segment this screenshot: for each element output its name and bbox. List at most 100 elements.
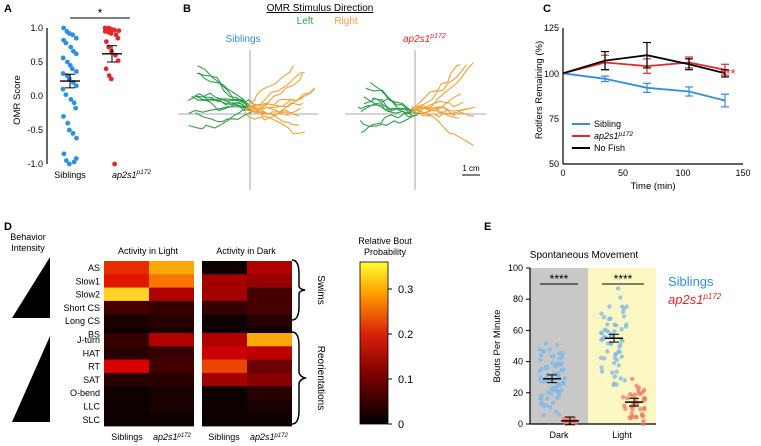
- panel-e-point: [605, 349, 610, 354]
- panel-d-cell-light: [104, 359, 149, 374]
- panel-d-cell-light: [149, 412, 194, 427]
- panel-c-legend-mutant: ap2s1p172: [594, 131, 633, 141]
- panel-d-row-labels: AS Slow1 Slow2 Short CS Long CS BSJ-turn HAT RT…: [63, 263, 100, 425]
- panel-d-cell-light: [104, 274, 149, 288]
- panel-d-col-title-dark: Activity in Dark: [216, 246, 276, 256]
- panel-e-point: [551, 353, 556, 359]
- panel-d-cell-light: [104, 386, 149, 400]
- panel-e-point: [621, 306, 627, 312]
- panel-a-ytick: -1.0: [27, 159, 43, 169]
- panel-b-trajectory: [369, 82, 419, 111]
- panel-d-group-reorientations: Reorientations: [315, 346, 326, 410]
- panel-d-cell-light: [149, 386, 194, 400]
- panel-e-point: [642, 405, 647, 411]
- panel-e-point: [542, 379, 547, 384]
- panel-d-cell-dark: [247, 412, 292, 427]
- panel-e-legend-mutant-sup: p172: [702, 292, 721, 301]
- panel-d-group-swims: Swims: [315, 275, 326, 304]
- panel-c-legend-sibling: Sibling: [594, 119, 621, 129]
- panel-a-point: [74, 135, 79, 141]
- panel-e-point: [543, 341, 549, 346]
- panel-d-row-label: BS: [88, 330, 100, 340]
- panel-e-point: [608, 341, 614, 347]
- panel-e-point: [636, 387, 641, 393]
- panel-d-col-mutant-dark: ap2s1p172: [250, 432, 289, 442]
- panel-e-point: [598, 355, 604, 360]
- panel-e-point: [641, 387, 647, 393]
- panel-e-point: [625, 395, 630, 401]
- panel-e-point: [611, 360, 617, 366]
- panel-a-point: [66, 76, 72, 82]
- panel-a-point: [73, 105, 79, 111]
- panel-e-point: [548, 405, 553, 410]
- panel-b-group-mutant: ap2s1p172: [403, 33, 446, 45]
- panel-c-legend-nofish: No Fish: [594, 143, 625, 153]
- panel-e-point: [561, 367, 566, 372]
- panel-e-point: [555, 395, 560, 401]
- panel-b-trajectory: [195, 110, 254, 123]
- panel-d-row-label: LLC: [83, 402, 100, 412]
- panel-d-row-label: SAT: [83, 375, 100, 385]
- panel-b-trajectory: [251, 87, 316, 111]
- panel-b-group-mutant-base: ap2s1: [403, 34, 430, 45]
- panel-e-point: [599, 331, 605, 336]
- panel-d-cell-light: [149, 261, 194, 275]
- panel-e-point: [554, 342, 560, 348]
- panel-e-point: [537, 346, 542, 352]
- panel-d-row-label: O-bend: [70, 388, 100, 398]
- panel-d-colorbar-tick-label: 0.1: [398, 374, 413, 386]
- panel-d-cell-dark: [202, 300, 247, 315]
- panel-e-point: [629, 411, 634, 416]
- panel-d-cells: [104, 261, 292, 427]
- panel-d-cell-dark: [202, 314, 247, 328]
- panel-d-cell-dark: [202, 359, 247, 374]
- panel-a-point: [106, 73, 112, 78]
- panel-b-title: OMR Stimulus Direction: [267, 3, 374, 14]
- panel-a-point: [71, 100, 77, 106]
- panel-a-ytick: 0.0: [30, 91, 43, 101]
- panel-e-legend-siblings: Siblings: [668, 274, 714, 289]
- panel-d-row-label: Slow1: [75, 276, 100, 286]
- panel-a-xtick-siblings: Siblings: [54, 170, 86, 180]
- panel-e-point: [623, 324, 629, 329]
- panel-d-col-mutant-dark-sup: p172: [274, 433, 289, 439]
- panel-d-cell-dark: [202, 386, 247, 400]
- panel-a-point: [60, 71, 66, 76]
- panel-e-point: [636, 390, 641, 396]
- panel-d-row-label: AS: [88, 263, 100, 273]
- panel-b-trajectory: [415, 104, 460, 119]
- panel-e-point: [612, 355, 618, 361]
- panel-a-sig: *: [98, 6, 103, 20]
- panel-e-xtick-dark: Dark: [549, 430, 569, 440]
- panel-e-point: [604, 328, 609, 333]
- panel-a-point: [103, 66, 109, 72]
- panel-e-point: [557, 412, 562, 417]
- panel-e-legend-mutant-base: ap2s1: [668, 292, 703, 307]
- panel-e-point: [619, 338, 624, 343]
- panel-e-point: [571, 416, 577, 422]
- panel-b-group-siblings: Siblings: [225, 34, 260, 45]
- panel-e-point: [544, 364, 549, 369]
- panel-e-point: [616, 363, 621, 368]
- panel-e-point: [555, 389, 560, 395]
- panel-e-xtick-light: Light: [612, 430, 632, 440]
- panel-d-cell-light: [149, 372, 194, 387]
- panel-e-point: [550, 360, 555, 366]
- panel-b-trajectory: [194, 95, 246, 112]
- panel-a-xtick-mutant-base: ap2s1: [112, 170, 137, 180]
- panel-b-trajectory: [416, 64, 467, 108]
- panel-a-point: [66, 161, 72, 167]
- panel-c-ytick: 100: [544, 69, 559, 79]
- panel-b-trajectory: [197, 65, 255, 109]
- panel-a-point: [61, 25, 66, 31]
- panel-d-intensity-wedge-top: [12, 257, 50, 318]
- panel-d-col-mutant-dark-base: ap2s1: [250, 432, 275, 442]
- panel-e-point: [561, 381, 566, 387]
- panel-e-point: [547, 347, 552, 352]
- panel-e-point: [601, 315, 607, 320]
- panel-d-cell-light: [104, 399, 149, 414]
- panel-e-ylabel: Bouts Per Minute: [492, 310, 503, 383]
- panel-d-intensity-wedge-bottom: [12, 336, 50, 422]
- panel-b-trajectory: [247, 65, 294, 106]
